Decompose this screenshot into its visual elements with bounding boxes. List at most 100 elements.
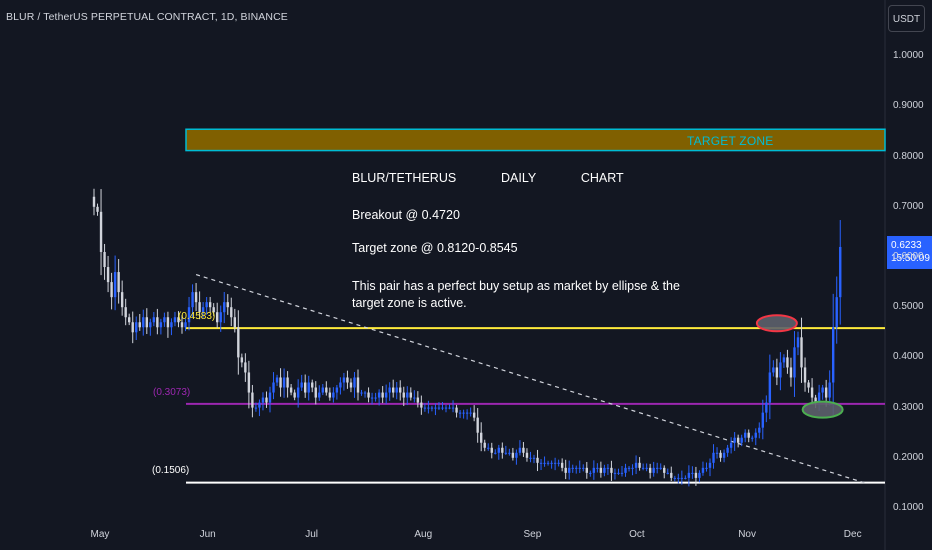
candle-body [656,467,659,469]
candle-body [275,377,279,383]
y-tick-label: 1.0000 [893,50,924,62]
y-tick-label: 0.4000 [893,351,924,363]
candle-body [751,437,754,439]
candle-body [733,437,736,443]
candle-body [793,347,796,378]
candle-body [546,462,550,464]
candle-body [120,292,124,308]
candle-body [768,372,772,403]
candle-body [511,452,515,458]
annotation-note-line1: This pair has a perfect buy setup as mar… [352,279,680,293]
candle-body [645,467,648,469]
bar-countdown: 15:50:09 [891,253,930,264]
currency-button[interactable]: USDT [888,5,925,32]
candle-body [289,387,293,393]
candle-body [198,302,201,313]
candle-body [96,206,99,212]
candle-body [201,307,205,313]
y-tick-label: 0.5000 [893,301,924,313]
candle-body [353,377,356,388]
candle-body [381,392,384,398]
white-level-label: (0.1506) [152,465,190,476]
candle-body [677,477,680,479]
candle-body [374,397,377,399]
candle-body [532,457,536,459]
candle-body [765,402,768,413]
candle-body [233,317,236,328]
candle-body [184,322,187,328]
candle-body [821,387,824,393]
candle-body [568,467,571,473]
candle-body [307,382,310,393]
candle-body [180,322,184,328]
candle-body [247,372,251,393]
annotation-breakout: Breakout @ 0.4720 [352,208,460,222]
candle-body [564,467,567,473]
candle-body [557,462,560,464]
candle-body [208,302,212,308]
candle-body [736,437,740,443]
candle-body [606,467,610,469]
candle-body [575,467,578,469]
candle-body [370,397,374,399]
red-ellipse [755,314,798,333]
candle-body [395,387,398,393]
x-tick-label: Sep [523,529,542,540]
candle-body [356,377,360,393]
x-tick-label: Oct [629,529,645,540]
candle-body [173,317,177,323]
y-tick-label: 0.3000 [893,401,924,413]
candle-body [191,292,194,308]
candle-body [117,272,120,293]
candle-body [698,472,701,478]
y-tick-label: 0.1000 [893,502,924,513]
candle-body [377,392,381,398]
candle-body [807,382,810,388]
candle-body [349,382,353,388]
candle-body [694,472,698,478]
candle-body [282,377,286,388]
candle-body [578,467,581,469]
candle-body [691,472,694,474]
candle-body [582,467,585,469]
candle-body [244,362,247,373]
candle-body [740,437,743,443]
candle-body [585,467,588,473]
candle-body [747,432,750,438]
x-tick-label: Jun [199,529,216,540]
candle-body [476,417,479,433]
candle-body [775,367,779,378]
candle-body [684,477,687,479]
candle-body [138,322,141,328]
candle-body [163,317,166,323]
candle-body [620,472,624,474]
annotation-target: Target zone @ 0.8120-0.8545 [352,241,518,255]
candle-body [367,392,370,398]
candle-body [708,462,712,468]
candle-body [508,452,511,454]
candle-body [314,387,317,398]
candle-body [522,447,525,453]
x-tick-label: Nov [738,529,756,540]
candle-body [828,382,831,398]
last-price-tag: 0.6233 15:50:09 [887,236,932,269]
candle-body [159,322,163,328]
candle-body [226,302,229,308]
candle-body [571,467,574,469]
magenta-level-label: (0.3073) [153,387,191,398]
candle-body [603,467,606,473]
candle-body [187,307,191,323]
candle-body [318,392,321,398]
x-tick-label: May [90,529,110,540]
candle-body [149,322,152,328]
candle-body [810,387,814,398]
candle-body [131,322,134,333]
symbol-title: BLUR / TetherUS PERPETUAL CONTRACT, 1D, … [6,11,288,23]
x-tick-label: Jul [305,529,319,540]
candle-body [817,392,821,403]
candle-body [494,452,497,454]
candle-body [726,447,729,453]
candle-body [399,387,402,393]
